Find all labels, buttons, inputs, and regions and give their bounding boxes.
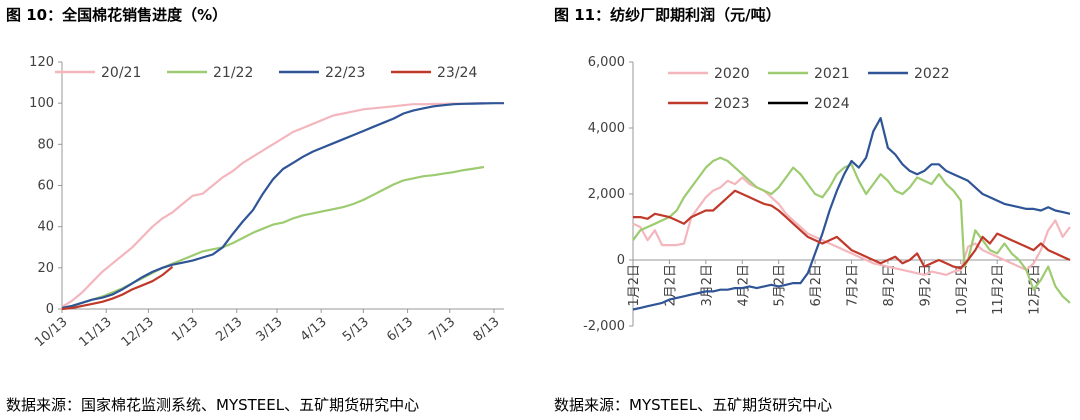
y-tick-label: 0 — [46, 302, 54, 317]
x-tick-label: 1月2日 — [627, 264, 642, 307]
y-tick-label: -2,000 — [583, 319, 625, 334]
series-line-2021 — [632, 156, 1071, 304]
y-tick-label: 2,000 — [588, 187, 625, 202]
legend-label: 21/22 — [213, 65, 253, 81]
legend-label: 20/21 — [101, 65, 141, 81]
series-line-2022 — [632, 116, 1071, 311]
x-tick-label: 12/13 — [119, 315, 157, 351]
x-tick-label: 3月2日 — [700, 264, 715, 307]
x-tick-label: 5/13 — [340, 315, 372, 345]
chart-source: 数据来源：国家棉花监测系统、MYSTEEL、五矿期货研究中心 — [6, 396, 420, 414]
y-tick-label: 6,000 — [588, 55, 625, 70]
chart-title: 图 11：纺纱厂即期利润（元/吨） — [554, 6, 781, 24]
x-tick-label: 2月2日 — [663, 264, 678, 307]
x-tick-label: 1/13 — [169, 315, 201, 345]
x-tick-label: 11/13 — [76, 315, 114, 351]
x-tick-label: 10/13 — [32, 315, 70, 351]
legend-label: 2021 — [814, 66, 850, 82]
x-tick-label: 6月2日 — [809, 264, 824, 307]
y-tick-label: 100 — [29, 96, 54, 111]
legend-label: 2022 — [914, 66, 950, 82]
legend-label: 23/24 — [437, 65, 477, 81]
x-tick-label: 11月2日 — [991, 264, 1006, 315]
x-tick-label: 10月2日 — [955, 264, 970, 315]
legend-label: 22/23 — [325, 65, 365, 81]
legend-label: 2023 — [714, 96, 750, 112]
y-tick-label: 0 — [617, 253, 625, 268]
y-tick-label: 4,000 — [588, 121, 625, 136]
series-line-2023 — [633, 189, 1071, 270]
sales-progress-chart: 0 20 40 60 80 100 120 10/13 11/13 12/13 1/13 2/13 3/… — [29, 55, 504, 351]
x-tick-label: 4/13 — [298, 315, 330, 345]
y-tick-label: 40 — [37, 220, 54, 235]
series-line-22-23 — [61, 102, 504, 310]
x-tick-label: 9月2日 — [918, 264, 933, 307]
x-tick-label: 8/13 — [471, 315, 503, 345]
y-tick-label: 60 — [37, 179, 54, 194]
series-line-2020 — [632, 176, 1071, 276]
chart-title: 图 10：全国棉花销售进度（%） — [6, 6, 228, 24]
sales-progress-panel: 图 10：全国棉花销售进度（%） 0 20 40 60 80 100 120 10/13 11/… — [0, 0, 530, 420]
x-tick-label: 7/13 — [426, 315, 458, 345]
y-tick-label: 80 — [37, 137, 54, 152]
y-tick-label: 20 — [37, 261, 54, 276]
x-tick-label: 2/13 — [213, 315, 245, 345]
x-tick-label: 6/13 — [384, 315, 416, 345]
series-line-20-21 — [61, 102, 484, 308]
x-tick-label: 4月2日 — [736, 264, 751, 307]
x-tick-label: 7月2日 — [846, 264, 861, 307]
x-tick-label: 8月2日 — [882, 264, 897, 307]
series-line-23-24 — [61, 265, 174, 311]
chart-source: 数据来源：MYSTEEL、五矿期货研究中心 — [554, 396, 833, 414]
y-tick-label: 120 — [29, 55, 54, 70]
legend-label: 2024 — [814, 96, 850, 112]
legend-label: 2020 — [714, 66, 750, 82]
x-tick-label: 3/13 — [254, 315, 286, 345]
spinning-profit-panel: 图 11：纺纱厂即期利润（元/吨） -2,000 0 2,000 4,000 6,000… — [548, 0, 1080, 420]
